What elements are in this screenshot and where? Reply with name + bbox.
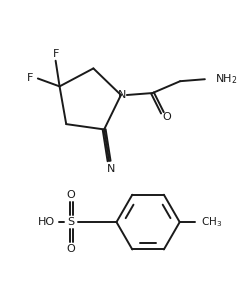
Text: S: S bbox=[68, 217, 75, 227]
Text: O: O bbox=[67, 244, 76, 254]
Text: HO: HO bbox=[38, 217, 55, 227]
Text: N: N bbox=[107, 164, 115, 174]
Text: O: O bbox=[162, 112, 171, 122]
Text: F: F bbox=[53, 49, 59, 59]
Text: F: F bbox=[27, 74, 33, 84]
Text: N: N bbox=[118, 90, 126, 100]
Text: O: O bbox=[67, 190, 76, 200]
Text: CH$_3$: CH$_3$ bbox=[201, 215, 223, 229]
Text: NH$_2$: NH$_2$ bbox=[215, 72, 237, 86]
